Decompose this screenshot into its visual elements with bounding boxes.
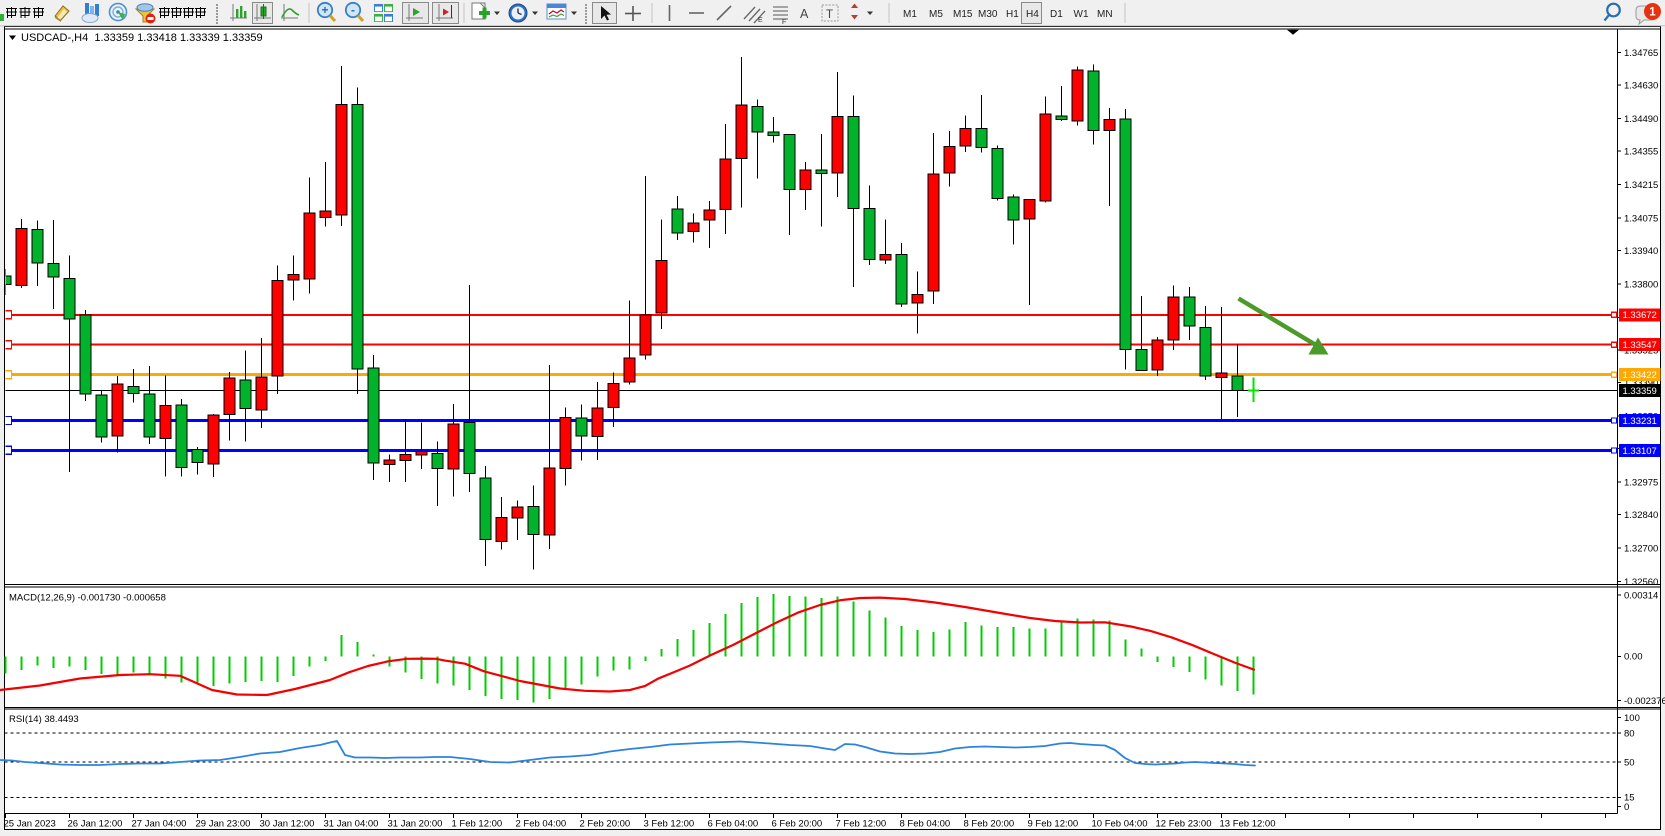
- svg-text:1.34355: 1.34355: [1624, 146, 1658, 157]
- svg-text:12 Feb 23:00: 12 Feb 23:00: [1156, 819, 1212, 830]
- svg-text:1.33359: 1.33359: [1623, 386, 1657, 397]
- svg-text:M30: M30: [978, 9, 998, 20]
- svg-text:1.34490: 1.34490: [1624, 114, 1658, 125]
- svg-text:2 Feb 20:00: 2 Feb 20:00: [580, 819, 631, 830]
- svg-text:1.32975: 1.32975: [1624, 478, 1658, 489]
- svg-text:0.00314: 0.00314: [1624, 590, 1658, 601]
- svg-text:MN: MN: [1097, 9, 1113, 20]
- svg-text:1.33107: 1.33107: [1623, 446, 1657, 457]
- svg-text:1.34765: 1.34765: [1624, 48, 1658, 59]
- svg-text:+: +: [321, 3, 328, 17]
- svg-text:1.33390: 1.33390: [1624, 378, 1658, 389]
- svg-text:M1: M1: [903, 9, 917, 20]
- svg-text:1.33940: 1.33940: [1624, 246, 1658, 257]
- svg-text:1.33672: 1.33672: [1623, 310, 1657, 321]
- svg-text:0.00: 0.00: [1624, 652, 1643, 663]
- svg-text:8 Feb 20:00: 8 Feb 20:00: [964, 819, 1015, 830]
- svg-text:3 Feb 12:00: 3 Feb 12:00: [644, 819, 695, 830]
- svg-text:USDCAD-,H4 1.33359 1.33418 1.: USDCAD-,H4 1.33359 1.33418 1.33339 1.333…: [21, 32, 263, 44]
- svg-text:1.33231: 1.33231: [1623, 416, 1657, 427]
- svg-text:1.34075: 1.34075: [1624, 214, 1658, 225]
- svg-text:1.32700: 1.32700: [1624, 544, 1658, 555]
- svg-text:E: E: [758, 17, 763, 24]
- svg-text:26 Jan 12:00: 26 Jan 12:00: [68, 819, 123, 830]
- svg-text:RSI(14) 38.4493: RSI(14) 38.4493: [9, 714, 79, 725]
- svg-text:1.32840: 1.32840: [1624, 510, 1658, 521]
- svg-text:6 Feb 04:00: 6 Feb 04:00: [708, 819, 759, 830]
- svg-text:25 Jan 2023: 25 Jan 2023: [4, 819, 56, 830]
- svg-text:15: 15: [1624, 793, 1635, 804]
- svg-text:27 Jan 04:00: 27 Jan 04:00: [132, 819, 187, 830]
- svg-text:31 Jan 04:00: 31 Jan 04:00: [324, 819, 379, 830]
- svg-text:M5: M5: [929, 9, 943, 20]
- svg-text:1.33422: 1.33422: [1623, 370, 1657, 381]
- svg-text:7 Feb 12:00: 7 Feb 12:00: [836, 819, 887, 830]
- svg-text:13 Feb 12:00: 13 Feb 12:00: [1220, 819, 1276, 830]
- svg-text:1.32560: 1.32560: [1624, 577, 1658, 588]
- svg-text:8 Feb 04:00: 8 Feb 04:00: [900, 819, 951, 830]
- svg-text:1: 1: [1649, 7, 1656, 19]
- svg-text:1 Feb 12:00: 1 Feb 12:00: [452, 819, 503, 830]
- svg-text:M15: M15: [953, 9, 973, 20]
- svg-text:50: 50: [1624, 757, 1635, 768]
- svg-text:1.34215: 1.34215: [1624, 180, 1658, 191]
- svg-text:2 Feb 04:00: 2 Feb 04:00: [516, 819, 567, 830]
- svg-text:30 Jan 12:00: 30 Jan 12:00: [260, 819, 315, 830]
- svg-text:F: F: [782, 19, 786, 26]
- svg-text:6 Feb 20:00: 6 Feb 20:00: [772, 819, 823, 830]
- svg-text:W1: W1: [1074, 9, 1089, 20]
- svg-text:D1: D1: [1050, 9, 1063, 20]
- svg-text:T: T: [826, 9, 833, 21]
- svg-text:MACD(12,26,9) -0.001730 -0.000: MACD(12,26,9) -0.001730 -0.000658: [9, 593, 166, 604]
- svg-text:0: 0: [1624, 802, 1629, 813]
- svg-text:10 Feb 04:00: 10 Feb 04:00: [1092, 819, 1148, 830]
- svg-text:-0.002376: -0.002376: [1624, 696, 1665, 707]
- svg-text:100: 100: [1624, 713, 1640, 724]
- svg-text:9 Feb 12:00: 9 Feb 12:00: [1028, 819, 1079, 830]
- svg-text:H4: H4: [1026, 9, 1039, 20]
- svg-text:80: 80: [1624, 728, 1635, 739]
- svg-text:1.34630: 1.34630: [1624, 80, 1658, 91]
- svg-text:29 Jan 23:00: 29 Jan 23:00: [196, 819, 251, 830]
- svg-text:H1: H1: [1006, 9, 1019, 20]
- svg-text:1.33547: 1.33547: [1623, 340, 1657, 351]
- svg-text:1.33800: 1.33800: [1624, 280, 1658, 291]
- svg-text:31 Jan 20:00: 31 Jan 20:00: [388, 819, 443, 830]
- svg-text:-: -: [351, 3, 355, 17]
- svg-text:A: A: [800, 7, 809, 21]
